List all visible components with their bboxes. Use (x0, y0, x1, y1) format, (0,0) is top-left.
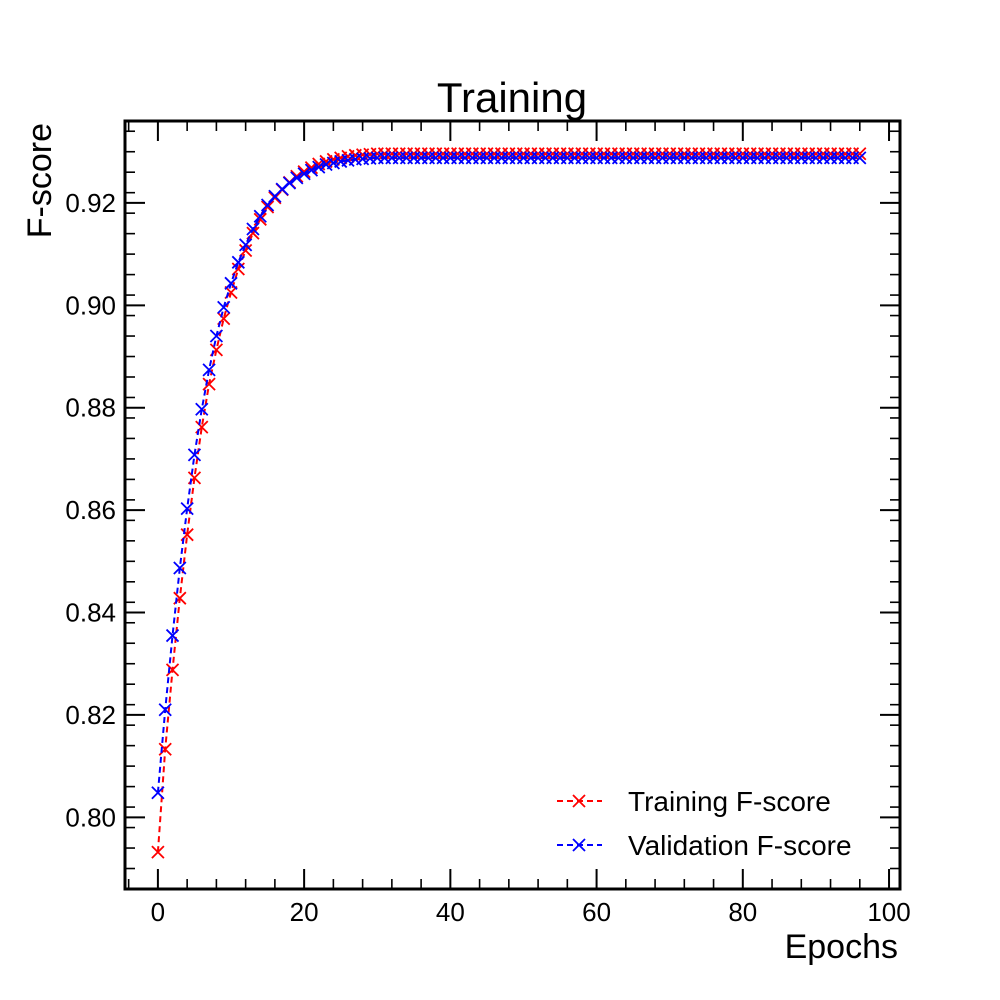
y-tick-label: 0.82 (65, 700, 116, 730)
x-tick-label: 0 (151, 897, 165, 927)
data-point-marker (282, 176, 297, 190)
series-training (151, 147, 867, 859)
data-point-marker (173, 561, 187, 575)
x-tick-label: 60 (582, 897, 611, 927)
data-point-marker (246, 222, 260, 236)
data-point-marker (304, 163, 319, 177)
data-point-marker (239, 243, 253, 258)
y-axis-label: F-score (21, 123, 59, 238)
y-tick-label: 0.84 (65, 598, 116, 628)
data-point-marker (195, 402, 209, 416)
data-point-marker (224, 276, 238, 290)
data-point-marker (151, 845, 165, 859)
data-point-marker (217, 300, 231, 315)
data-point-marker (202, 363, 216, 377)
series-validation (151, 151, 867, 800)
data-point-marker (187, 448, 202, 462)
x-tick-label: 80 (728, 897, 757, 927)
x-axis-label: Epochs (785, 928, 898, 966)
y-tick-label: 0.80 (65, 802, 116, 832)
data-point-marker (209, 329, 224, 343)
y-tick-label: 0.86 (65, 495, 116, 525)
legend-marker (572, 838, 586, 852)
plot-marks (151, 147, 867, 859)
data-point-marker (231, 255, 245, 269)
data-point-marker (180, 501, 194, 516)
legend-label: Validation F-score (628, 830, 852, 861)
data-point-marker (297, 167, 311, 181)
x-tick-label: 40 (436, 897, 465, 927)
legend-item: Training F-score (557, 786, 831, 817)
chart-title: Training (437, 74, 587, 121)
legend-item: Validation F-score (557, 830, 852, 861)
y-tick-label: 0.90 (65, 290, 116, 320)
data-point-marker (253, 209, 267, 223)
data-point-marker (290, 171, 304, 185)
data-point-marker (260, 198, 275, 212)
data-point-marker (151, 786, 165, 800)
series-line (156, 152, 860, 853)
series-line (156, 156, 860, 793)
legend-marker (572, 794, 586, 808)
legend: Training F-score Validation F-score (557, 786, 852, 861)
data-point-marker (165, 663, 180, 677)
data-point-marker (853, 151, 867, 165)
data-point-marker (158, 703, 172, 717)
data-point-marker (231, 262, 245, 276)
x-tick-label: 100 (867, 897, 910, 927)
data-point-marker (239, 238, 253, 252)
axis-ticks: 0 20 40 60 80 100 0.80 0.82 0.84 0.86 0.88 0.90 0.92 (65, 121, 911, 927)
x-tick-label: 20 (290, 897, 319, 927)
data-point-marker (312, 160, 326, 174)
y-tick-label: 0.88 (65, 393, 116, 423)
y-tick-label: 0.92 (65, 188, 116, 218)
legend-label: Training F-score (628, 786, 831, 817)
plot-frame (123, 119, 902, 891)
data-point-marker (202, 377, 216, 391)
data-point-marker (158, 742, 172, 756)
data-point-marker (165, 628, 180, 643)
